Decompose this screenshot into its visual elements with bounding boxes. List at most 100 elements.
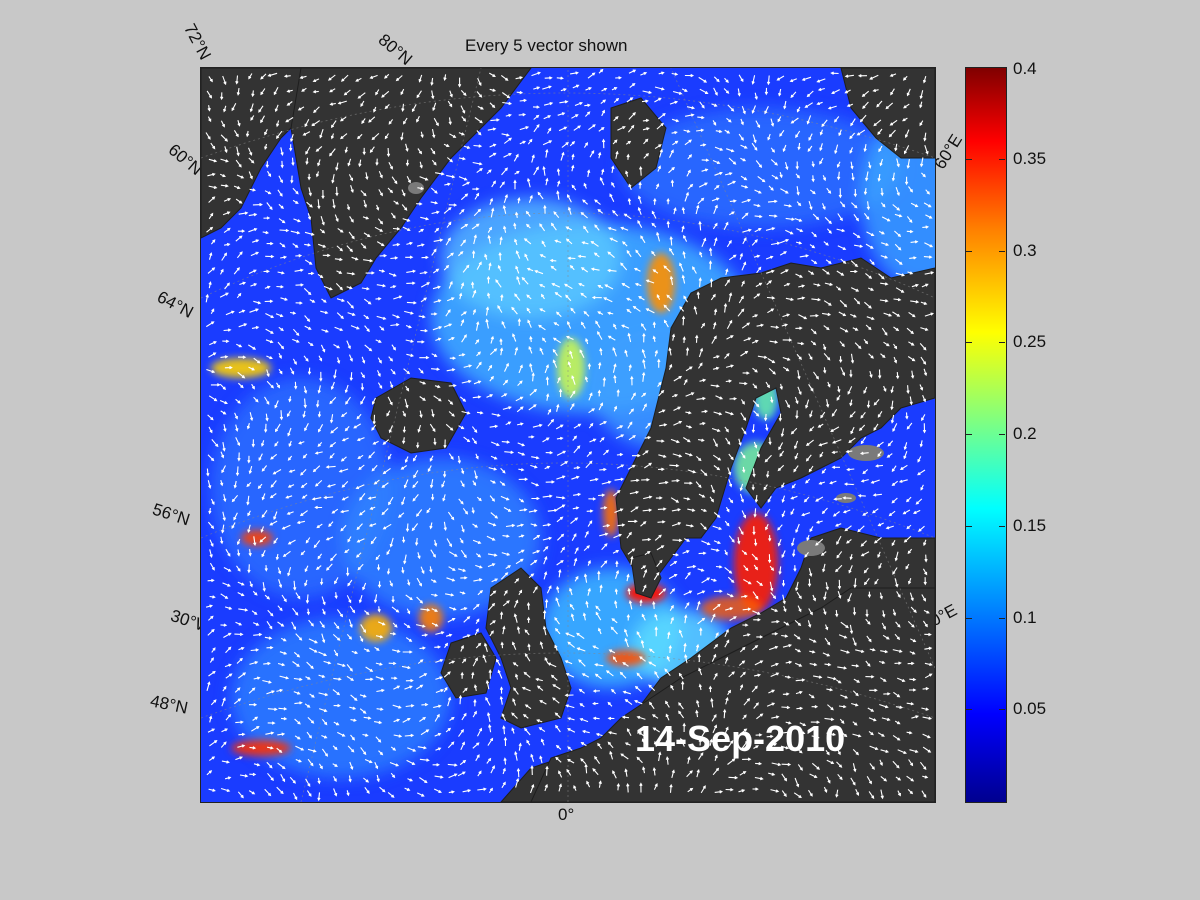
graticule-line xyxy=(201,462,935,539)
current-vector-arrow xyxy=(663,265,671,273)
current-vector-arrow xyxy=(266,369,270,378)
current-vector-arrow xyxy=(599,437,605,443)
current-vector-arrow xyxy=(318,243,327,248)
current-vector-arrow xyxy=(740,671,746,678)
current-vector-arrow xyxy=(822,312,832,317)
current-vector-arrow xyxy=(321,298,327,303)
current-vector-arrow xyxy=(382,523,392,530)
current-vector-arrow xyxy=(569,140,576,147)
current-vector-arrow xyxy=(264,565,268,572)
current-vector-arrow xyxy=(651,250,656,257)
current-vector-arrow xyxy=(572,84,580,89)
current-vector-arrow xyxy=(641,99,649,103)
current-vector-arrow xyxy=(666,197,670,205)
current-vector-arrow xyxy=(472,289,477,298)
current-vector-arrow xyxy=(865,171,869,182)
current-vector-arrow xyxy=(231,103,237,112)
current-vector-arrow xyxy=(619,671,627,679)
current-vector-arrow xyxy=(442,470,447,478)
current-vector-arrow xyxy=(636,672,643,680)
current-vector-arrow xyxy=(489,102,496,109)
current-vector-arrow xyxy=(276,130,283,140)
current-vector-arrow xyxy=(627,519,638,523)
current-vector-arrow xyxy=(764,105,769,115)
current-vector-arrow xyxy=(699,101,705,109)
current-vector-arrow xyxy=(208,426,213,434)
current-vector-arrow xyxy=(855,649,865,654)
current-vector-arrow xyxy=(853,578,857,589)
current-vector-arrow xyxy=(564,693,574,697)
current-vector-arrow xyxy=(863,339,869,345)
current-vector-arrow xyxy=(543,115,552,120)
current-vector-arrow xyxy=(793,792,802,799)
current-vector-arrow xyxy=(433,395,442,402)
current-vector-arrow xyxy=(550,222,557,231)
current-vector-arrow xyxy=(595,320,601,328)
current-vector-arrow xyxy=(223,494,227,503)
current-vector-arrow xyxy=(335,186,339,197)
current-vector-arrow xyxy=(801,512,811,517)
current-vector-arrow xyxy=(525,210,531,217)
current-vector-arrow xyxy=(305,146,311,155)
current-vector-arrow xyxy=(334,257,343,262)
current-vector-arrow xyxy=(602,523,611,528)
current-vector-arrow xyxy=(556,504,566,511)
current-vector-arrow xyxy=(340,412,348,418)
current-vector-arrow xyxy=(626,308,632,314)
current-vector-arrow xyxy=(402,650,413,654)
current-vector-arrow xyxy=(219,383,226,391)
current-vector-arrow xyxy=(638,731,645,737)
current-vector-arrow xyxy=(529,363,533,373)
current-vector-arrow xyxy=(778,566,782,575)
current-vector-arrow xyxy=(835,789,839,798)
current-vector-arrow xyxy=(891,539,896,547)
current-vector-arrow xyxy=(279,651,288,655)
current-vector-arrow xyxy=(860,436,867,445)
current-vector-arrow xyxy=(578,688,585,694)
current-vector-arrow xyxy=(892,734,901,741)
current-vector-arrow xyxy=(742,228,752,233)
current-vector-arrow xyxy=(669,100,679,105)
current-vector-arrow xyxy=(319,620,325,629)
current-vector-arrow xyxy=(531,456,540,460)
current-vector-arrow xyxy=(921,790,927,798)
current-vector-arrow xyxy=(624,768,628,777)
current-vector-arrow xyxy=(499,481,506,486)
current-vector-arrow xyxy=(544,783,548,792)
current-vector-arrow xyxy=(725,437,731,445)
current-vector-arrow xyxy=(307,758,314,767)
current-vector-arrow xyxy=(613,533,623,539)
current-vector-arrow xyxy=(403,554,407,565)
current-vector-arrow xyxy=(669,149,674,158)
current-vector-arrow xyxy=(651,222,657,228)
current-vector-arrow xyxy=(573,492,582,497)
current-vector-arrow xyxy=(571,184,577,191)
current-vector-arrow xyxy=(714,171,723,176)
current-vector-arrow xyxy=(430,312,438,316)
current-vector-arrow xyxy=(883,385,887,393)
current-vector-arrow xyxy=(401,103,405,112)
current-vector-arrow xyxy=(279,242,286,248)
current-vector-arrow xyxy=(458,132,465,136)
current-vector-arrow xyxy=(224,776,232,780)
current-vector-arrow xyxy=(782,594,786,605)
current-vector-arrow xyxy=(247,147,253,156)
current-vector-arrow xyxy=(629,82,636,89)
current-vector-arrow xyxy=(695,709,699,718)
current-vector-arrow xyxy=(890,414,895,424)
current-vector-arrow xyxy=(609,237,618,243)
current-vector-arrow xyxy=(293,677,303,682)
current-vector-arrow xyxy=(246,495,250,506)
current-vector-arrow xyxy=(260,115,265,124)
current-vector-arrow xyxy=(895,272,906,277)
current-vector-arrow xyxy=(333,649,338,657)
current-vector-arrow xyxy=(782,366,790,372)
current-vector-arrow xyxy=(628,435,636,441)
current-vector-arrow xyxy=(666,655,671,662)
current-vector-arrow xyxy=(741,280,745,287)
current-vector-arrow xyxy=(725,379,733,383)
current-vector-arrow xyxy=(545,451,554,455)
current-vector-arrow xyxy=(514,578,520,584)
current-vector-arrow xyxy=(392,704,402,709)
current-vector-arrow xyxy=(511,641,517,650)
